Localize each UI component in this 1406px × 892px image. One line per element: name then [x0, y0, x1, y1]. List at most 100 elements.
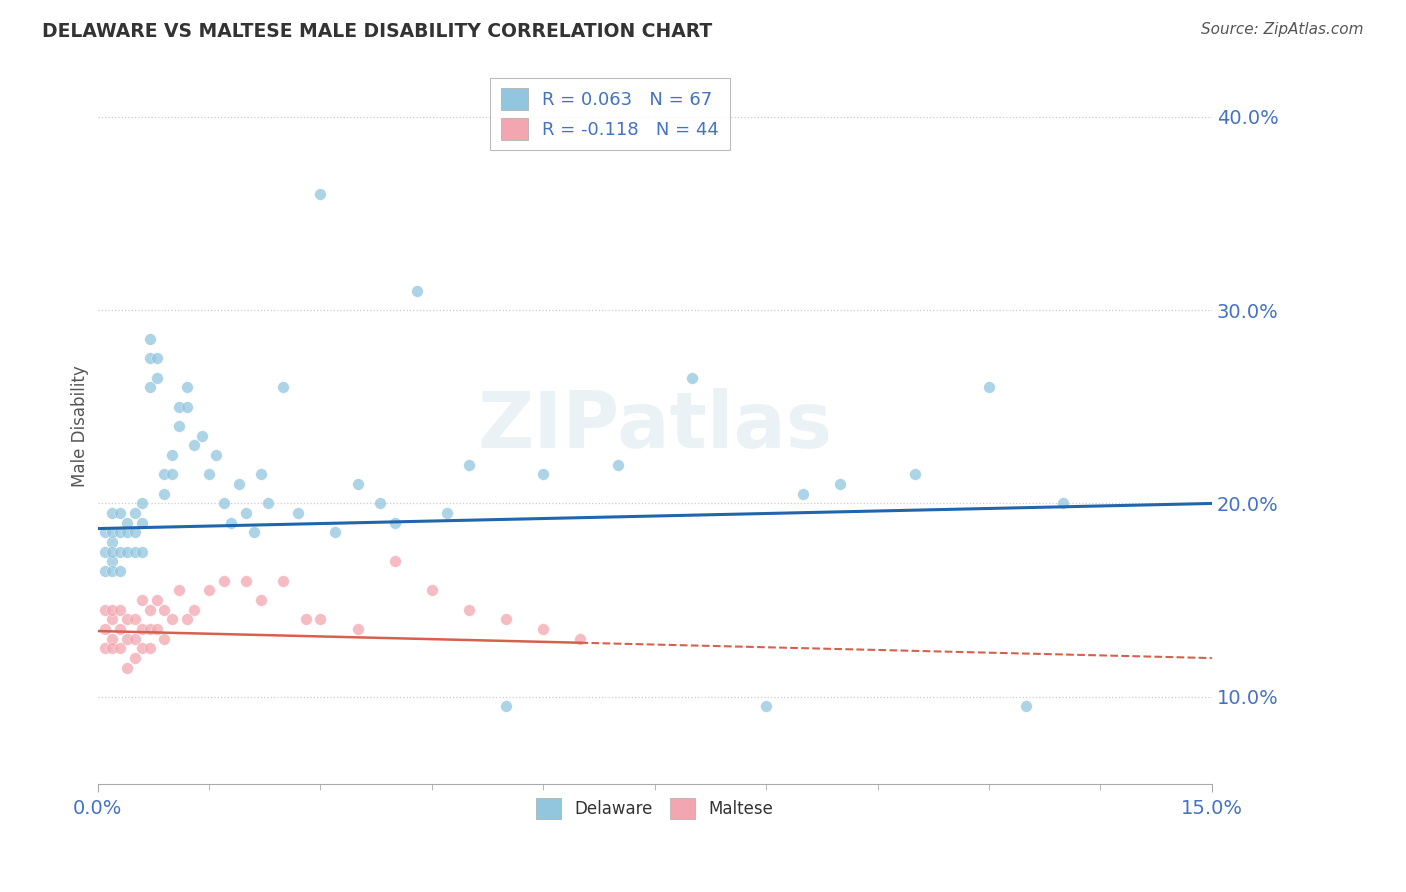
Point: [124, 612, 146, 626]
Point: [153, 632, 176, 646]
Point: [101, 506, 124, 520]
Point: [101, 603, 124, 617]
Point: [198, 467, 221, 482]
Point: [323, 525, 346, 540]
Point: [94, 525, 117, 540]
Point: [138, 603, 160, 617]
Point: [228, 477, 250, 491]
Legend: Delaware, Maltese: Delaware, Maltese: [530, 792, 780, 825]
Point: [117, 612, 139, 626]
Point: [138, 622, 160, 636]
Point: [271, 574, 294, 588]
Point: [190, 429, 212, 443]
Point: [212, 496, 235, 510]
Point: [101, 564, 124, 578]
Point: [309, 612, 332, 626]
Point: [904, 467, 927, 482]
Point: [131, 516, 153, 530]
Text: ZIPatlas: ZIPatlas: [477, 388, 832, 464]
Point: [250, 593, 273, 607]
Point: [117, 525, 139, 540]
Point: [153, 467, 176, 482]
Point: [183, 438, 205, 452]
Point: [205, 448, 228, 462]
Point: [169, 419, 191, 434]
Point: [406, 284, 429, 298]
Point: [531, 622, 554, 636]
Point: [131, 593, 153, 607]
Point: [153, 603, 176, 617]
Point: [124, 632, 146, 646]
Point: [346, 477, 368, 491]
Point: [94, 545, 117, 559]
Point: [101, 554, 124, 568]
Point: [368, 496, 391, 510]
Point: [131, 641, 153, 656]
Point: [146, 593, 169, 607]
Point: [108, 603, 131, 617]
Point: [346, 622, 368, 636]
Point: [117, 661, 139, 675]
Point: [108, 622, 131, 636]
Point: [124, 651, 146, 665]
Text: Source: ZipAtlas.com: Source: ZipAtlas.com: [1201, 22, 1364, 37]
Point: [242, 525, 264, 540]
Point: [131, 622, 153, 636]
Point: [108, 564, 131, 578]
Point: [176, 400, 198, 414]
Point: [160, 612, 183, 626]
Point: [160, 448, 183, 462]
Point: [755, 699, 778, 714]
Point: [212, 574, 235, 588]
Point: [138, 641, 160, 656]
Point: [436, 506, 458, 520]
Point: [108, 506, 131, 520]
Point: [221, 516, 243, 530]
Point: [792, 487, 814, 501]
Point: [94, 641, 117, 656]
Point: [384, 554, 406, 568]
Point: [94, 622, 117, 636]
Point: [681, 371, 703, 385]
Point: [101, 612, 124, 626]
Point: [108, 641, 131, 656]
Point: [108, 525, 131, 540]
Point: [101, 641, 124, 656]
Point: [250, 467, 273, 482]
Point: [495, 699, 517, 714]
Point: [131, 545, 153, 559]
Point: [160, 467, 183, 482]
Point: [117, 516, 139, 530]
Point: [138, 380, 160, 394]
Y-axis label: Male Disability: Male Disability: [72, 365, 89, 487]
Point: [198, 583, 221, 598]
Point: [176, 380, 198, 394]
Point: [101, 525, 124, 540]
Point: [257, 496, 280, 510]
Point: [569, 632, 592, 646]
Point: [138, 332, 160, 346]
Point: [169, 583, 191, 598]
Point: [1015, 699, 1038, 714]
Point: [146, 622, 169, 636]
Point: [117, 545, 139, 559]
Point: [101, 632, 124, 646]
Point: [124, 545, 146, 559]
Point: [94, 603, 117, 617]
Point: [235, 506, 257, 520]
Text: DELAWARE VS MALTESE MALE DISABILITY CORRELATION CHART: DELAWARE VS MALTESE MALE DISABILITY CORR…: [42, 22, 713, 41]
Point: [458, 458, 481, 472]
Point: [309, 187, 332, 202]
Point: [146, 351, 169, 366]
Point: [153, 487, 176, 501]
Point: [458, 603, 481, 617]
Point: [531, 467, 554, 482]
Point: [94, 564, 117, 578]
Point: [117, 632, 139, 646]
Point: [169, 400, 191, 414]
Point: [606, 458, 628, 472]
Point: [294, 612, 316, 626]
Point: [146, 371, 169, 385]
Point: [495, 612, 517, 626]
Point: [131, 496, 153, 510]
